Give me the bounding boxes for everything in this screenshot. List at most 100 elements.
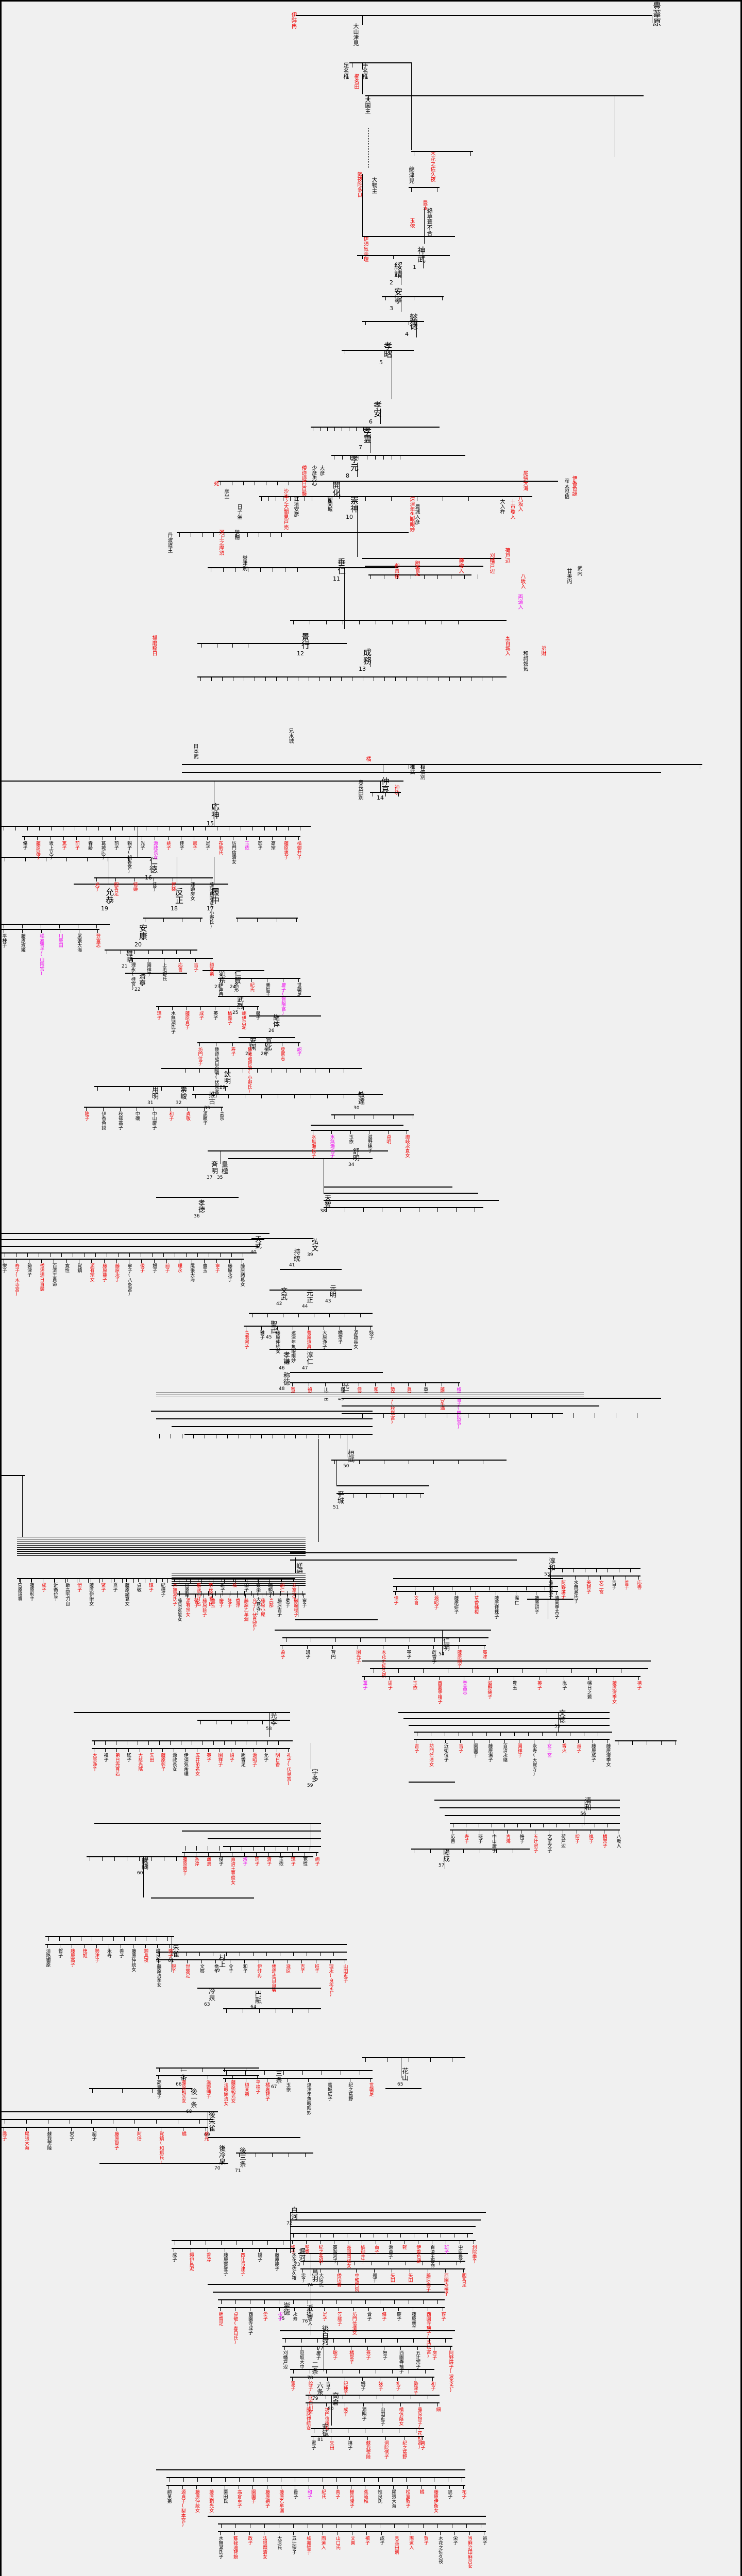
figure-label: 胆香足 [414,561,419,576]
connector-h [269,1349,352,1350]
descendant-label: 胆香足 [240,1753,245,1767]
connector-v [197,2477,198,2482]
descendant-label: 橘 [418,2489,424,2494]
connector-v [370,574,371,579]
connector-v [460,676,461,681]
descendant-label: 藤原彰子 [160,1753,165,1771]
descendant-label: 藤原吉子 [276,1598,282,1617]
connector-v [66,857,67,861]
connector-v [359,1460,360,1464]
descendant-label: 絙某弟 [208,962,214,976]
figure-label: 尾張大海 [522,470,528,491]
connector-v [22,929,23,933]
connector-h [197,1988,321,1989]
connector-v [303,1594,304,1598]
figure-label: 薭瓊入 [458,558,463,573]
connector-v [307,1645,308,1649]
descendant-label: 高宗 [269,841,275,850]
descendant-label: 高階河子 [331,2245,337,2263]
descendant-label: 橘御井子 [359,2245,365,2263]
connector-v [326,2402,327,2406]
descendant-label: 藤原嬉子 [264,2489,270,2508]
descendant-label: 是子 [205,841,210,850]
connector-v [424,574,425,579]
connector-v [252,826,253,831]
connector-v [158,1959,159,1963]
emperor-number-57: 57 [439,1863,445,1868]
emperor-number-27: 27 [245,1052,251,1057]
connector-v [87,857,88,861]
connector-h [259,496,362,497]
connector-v [596,1568,597,1572]
descendant-label: 礼子 [395,2381,400,2391]
descendant-label: 彬子 [277,2312,282,2321]
connector-v [162,950,163,954]
connector-v [96,1944,97,1948]
connector-v [176,1856,177,1861]
connector-h [208,1150,388,1151]
connector-v [326,1207,327,1212]
connector-v [25,857,26,861]
connector-h [156,1418,373,1419]
connector-v [156,1578,157,1583]
connector-band [156,1393,584,1398]
connector-v [167,1936,168,1941]
descendant-label: 高宗 [218,1111,224,1121]
descendant-label: 登富志 [461,1681,467,1694]
descendant-label: 倭迹迹日百襲 [271,1964,276,1992]
connector-v [390,2240,391,2244]
descendant-label: 藤原温子 [487,1743,493,1762]
descendant-label: 藤原仲統女 [275,1330,280,1353]
connector-v [445,2268,446,2273]
connector-v [362,2377,363,2381]
emperor-number-64: 64 [250,2005,257,2010]
connector-h [290,2240,476,2241]
descendant-label: 前子 [74,841,79,850]
connector-v [360,1637,361,1642]
connector-v [302,2070,303,2075]
descendant-label: 坊門信清女 [230,841,236,864]
descendant-label: 蘇我常陸 [46,2131,52,2150]
emperor-number-25: 25 [232,1010,239,1015]
god-手名椎: 手名椎 [362,62,368,79]
connector-v [433,1586,434,1590]
connector-h [306,2395,440,2396]
connector-h [450,1823,620,1824]
descendant-label: 美智子 [264,982,270,996]
emperor-number-2: 2 [390,279,393,286]
descendant-label: 璋子 [290,1857,295,1866]
connector-v [124,1936,125,1941]
descendant-label: 笠継子 [336,2312,342,2326]
connector-v [326,2369,327,2374]
descendant-label: 和子 [168,1111,174,1121]
connector-v [342,1382,343,1386]
connector-v [277,481,278,485]
connector-h [2,1246,259,1247]
descendant-label: 両道入 [320,2536,326,2550]
emperor-65-花山: 花山 [400,2067,408,2081]
descendant-label: 文室文子 [546,1834,552,1853]
connector-v [293,2299,294,2304]
descendant-label: 豊玉 [210,1598,215,1607]
connector-v [359,2369,360,2374]
descendant-label: 允子(伏見宮) [251,1598,257,1632]
connector-v [463,1849,464,1853]
connector-h [280,2330,455,2331]
connector-v [394,2299,395,2304]
emperor-14-仲哀: 仲哀 [380,777,390,793]
descendant-label: 百済王貴命 [429,2245,435,2268]
descendant-label: 惟良氏 [155,1948,160,1962]
connector-v [302,2268,303,2273]
descendant-label: 源政長女 [171,1753,177,1771]
connector-v [199,2119,200,2124]
connector-h [434,1800,620,1801]
connector-v [221,2299,222,2304]
descendant-label: 尾張大海 [76,934,82,952]
emperor-10-崇神: 崇神 [349,496,359,513]
descendant-label: 寿子 [463,1834,469,1843]
connector-v [293,1578,294,1582]
connector-v [296,918,297,922]
connector-h [290,620,507,621]
connector-v [134,2119,135,2124]
connector-v [334,427,335,431]
